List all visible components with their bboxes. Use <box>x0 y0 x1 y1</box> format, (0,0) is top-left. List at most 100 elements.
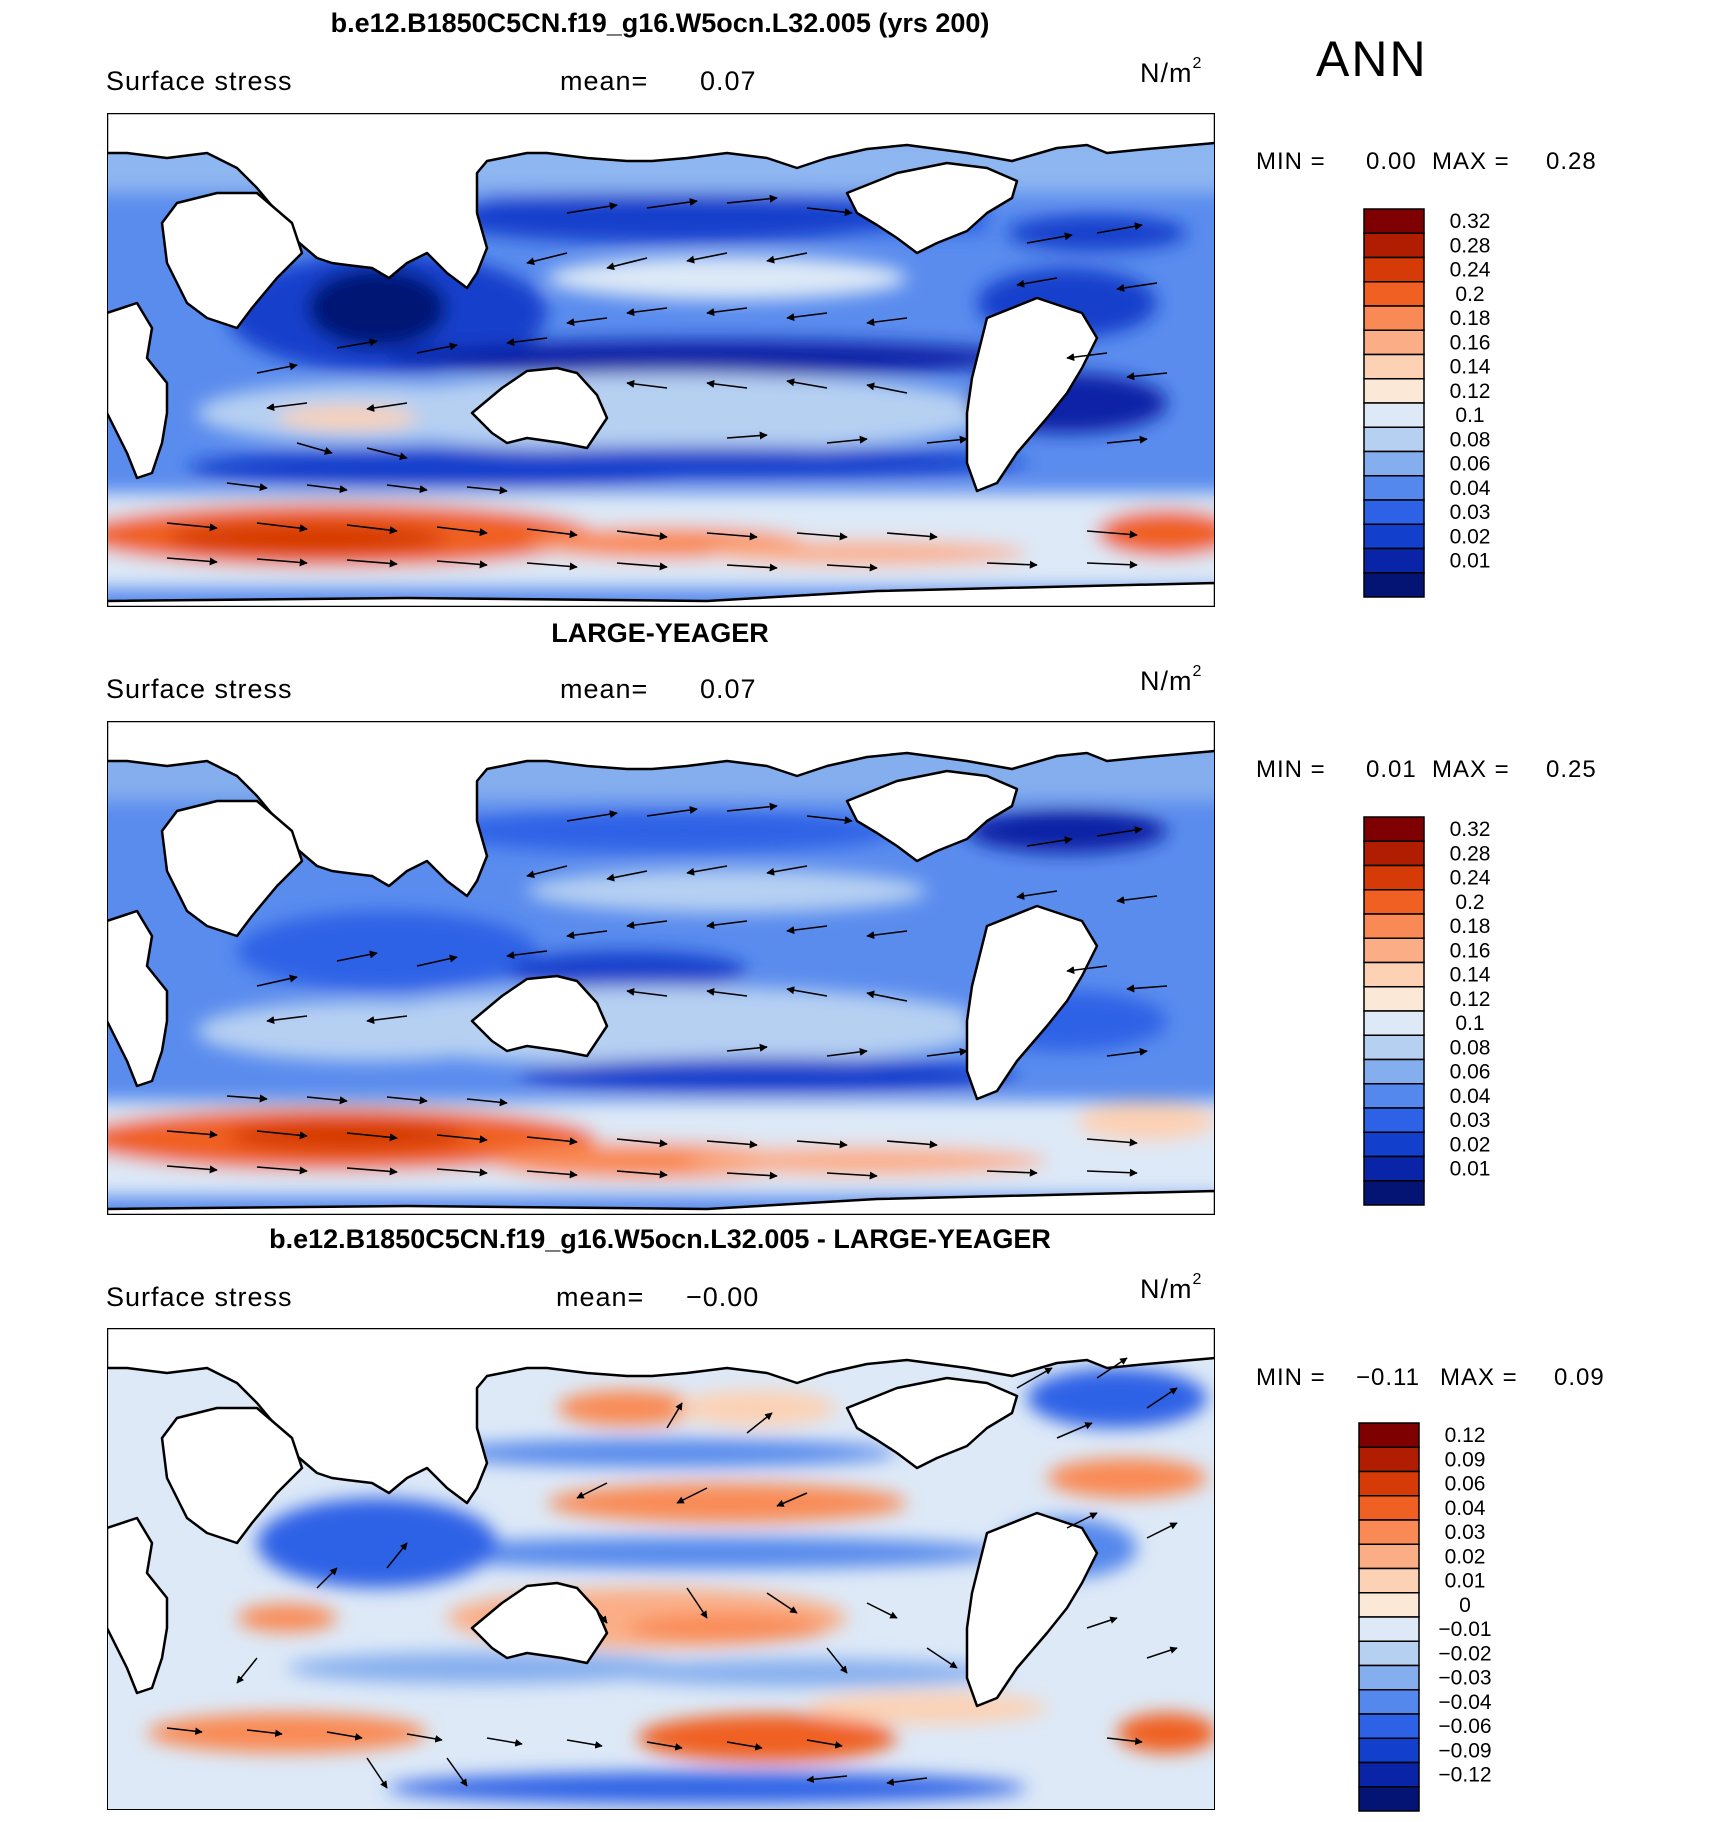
colorbar-swatch <box>1363 329 1425 356</box>
colorbar-tick-label: 0.06 <box>1450 453 1491 476</box>
colorbar-swatch <box>1363 523 1425 550</box>
colorbar-tick-label: 0.14 <box>1450 356 1491 379</box>
colorbar-swatch <box>1363 1058 1425 1085</box>
colorbar-swatch <box>1358 1592 1420 1618</box>
colorbar-tick-label: −0.01 <box>1438 1618 1491 1641</box>
panel-3-title: b.e12.B1850C5CN.f19_g16.W5ocn.L32.005 - … <box>269 1224 1051 1254</box>
colorbar-tick-label: 0.12 <box>1445 1424 1486 1447</box>
colorbar-swatch <box>1358 1519 1420 1545</box>
colorbar-tick-label: 0.06 <box>1445 1473 1486 1496</box>
colorbar-swatch <box>1363 426 1425 453</box>
panel-2-colorbar: 0.320.280.240.20.180.160.140.120.10.080.… <box>1363 816 1491 1206</box>
colorbar-swatch <box>1363 1083 1425 1109</box>
panel-2-title: LARGE-YEAGER <box>551 618 769 648</box>
colorbar-swatch <box>1358 1567 1420 1594</box>
colorbar-tick-label: −0.04 <box>1438 1691 1491 1714</box>
colorbar-tick-label: 0.03 <box>1445 1521 1486 1544</box>
panel-2-min-label: MIN = <box>1256 756 1326 783</box>
colorbar-swatch <box>1363 1131 1425 1158</box>
panel-2-max-label: MAX = <box>1432 756 1510 783</box>
colorbar-tick-label: 0.24 <box>1450 259 1491 282</box>
colorbar-swatch <box>1363 499 1425 525</box>
colorbar-tick-label: 0.32 <box>1450 210 1491 233</box>
panel-1-min-label: MIN = <box>1256 148 1326 175</box>
panel-1-mean-label: mean= <box>560 66 649 96</box>
colorbar-swatch <box>1363 475 1425 501</box>
panel-3-variable: Surface stress <box>106 1282 293 1312</box>
colorbar-swatch <box>1358 1616 1420 1642</box>
colorbar-tick-label: −0.02 <box>1438 1642 1491 1665</box>
colorbar-swatch <box>1358 1664 1420 1691</box>
colorbar-swatch <box>1363 1155 1425 1182</box>
colorbar-tick-label: 0.09 <box>1445 1448 1486 1471</box>
colorbar-tick-label: 0.24 <box>1450 867 1491 890</box>
colorbar-tick-label: −0.06 <box>1438 1715 1491 1738</box>
colorbar-tick-label: 0.06 <box>1450 1061 1491 1084</box>
colorbar-swatch <box>1363 1107 1425 1133</box>
panel-1-colorbar: 0.320.280.240.20.180.160.140.120.10.080.… <box>1363 208 1491 598</box>
colorbar-tick-label: 0.01 <box>1445 1570 1486 1593</box>
colorbar-swatch <box>1363 208 1425 234</box>
panel-3-colorbar: 0.120.090.060.040.030.020.010−0.01−0.02−… <box>1358 1422 1492 1812</box>
colorbar-swatch <box>1363 402 1425 428</box>
colorbar-swatch <box>1358 1713 1420 1739</box>
panel-2-map <box>107 721 1215 1215</box>
colorbar-swatch <box>1358 1470 1420 1497</box>
colorbar-tick-label: 0.12 <box>1450 380 1491 403</box>
colorbar-tick-label: 0.14 <box>1450 964 1491 987</box>
panel-2-max-value: 0.25 <box>1546 756 1597 783</box>
season-label: ANN <box>1316 31 1428 87</box>
colorbar-swatch <box>1363 961 1425 988</box>
colorbar-swatch <box>1358 1689 1420 1715</box>
colorbar-tick-label: 0 <box>1459 1594 1471 1617</box>
colorbar-tick-label: 0.28 <box>1450 234 1491 257</box>
colorbar-tick-label: −0.03 <box>1438 1667 1491 1690</box>
colorbar-swatch <box>1363 840 1425 867</box>
colorbar-swatch <box>1363 913 1425 939</box>
colorbar-tick-label: 0.04 <box>1450 477 1491 500</box>
colorbar-swatch <box>1358 1640 1420 1667</box>
panel-3-units: N/m2 <box>1140 1271 1203 1304</box>
colorbar-swatch <box>1358 1422 1420 1448</box>
panel-3-min-label: MIN = <box>1256 1364 1326 1391</box>
colorbar-swatch <box>1363 1180 1425 1206</box>
colorbar-tick-label: −0.09 <box>1438 1739 1491 1762</box>
colorbar-swatch <box>1363 1010 1425 1036</box>
colorbar-tick-label: 0.32 <box>1450 818 1491 841</box>
panel-1-title: b.e12.B1850C5CN.f19_g16.W5ocn.L32.005 (y… <box>330 8 990 38</box>
colorbar-tick-label: 0.2 <box>1455 283 1484 306</box>
colorbar-swatch <box>1363 305 1425 331</box>
colorbar-tick-label: 0.1 <box>1455 404 1484 427</box>
panel-3-max-value: 0.09 <box>1554 1364 1605 1391</box>
colorbar-swatch <box>1363 281 1425 307</box>
panel-2-min-value: 0.01 <box>1366 756 1417 783</box>
colorbar-swatch <box>1358 1446 1420 1473</box>
panel-2-units: N/m2 <box>1140 663 1203 696</box>
colorbar-swatch <box>1363 889 1425 915</box>
colorbar-swatch <box>1363 937 1425 964</box>
panel-2-mean-value: 0.07 <box>700 674 757 704</box>
panel-1-mean-value: 0.07 <box>700 66 757 96</box>
colorbar-tick-label: 0.28 <box>1450 842 1491 865</box>
colorbar-tick-label: 0.01 <box>1450 1158 1491 1181</box>
colorbar-tick-label: 0.16 <box>1450 331 1491 354</box>
colorbar-swatch <box>1363 256 1425 283</box>
colorbar-tick-label: 0.02 <box>1450 1133 1491 1156</box>
panel-3-mean-label: mean= <box>556 1282 645 1312</box>
colorbar-swatch <box>1363 547 1425 574</box>
colorbar-tick-label: 0.08 <box>1450 1036 1491 1059</box>
colorbar-tick-label: −0.12 <box>1438 1764 1491 1787</box>
colorbar-tick-label: 0.01 <box>1450 550 1491 573</box>
colorbar-swatch <box>1358 1543 1420 1570</box>
colorbar-swatch <box>1358 1737 1420 1764</box>
colorbar-swatch <box>1358 1495 1420 1521</box>
colorbar-swatch <box>1363 864 1425 891</box>
panel-1-max-value: 0.28 <box>1546 148 1597 175</box>
colorbar-tick-label: 0.12 <box>1450 988 1491 1011</box>
colorbar-tick-label: 0.03 <box>1450 501 1491 524</box>
colorbar-swatch <box>1358 1761 1420 1788</box>
colorbar-swatch <box>1363 572 1425 598</box>
panel-2-mean-label: mean= <box>560 674 649 704</box>
colorbar-tick-label: 0.16 <box>1450 939 1491 962</box>
panel-1-map <box>107 113 1215 607</box>
